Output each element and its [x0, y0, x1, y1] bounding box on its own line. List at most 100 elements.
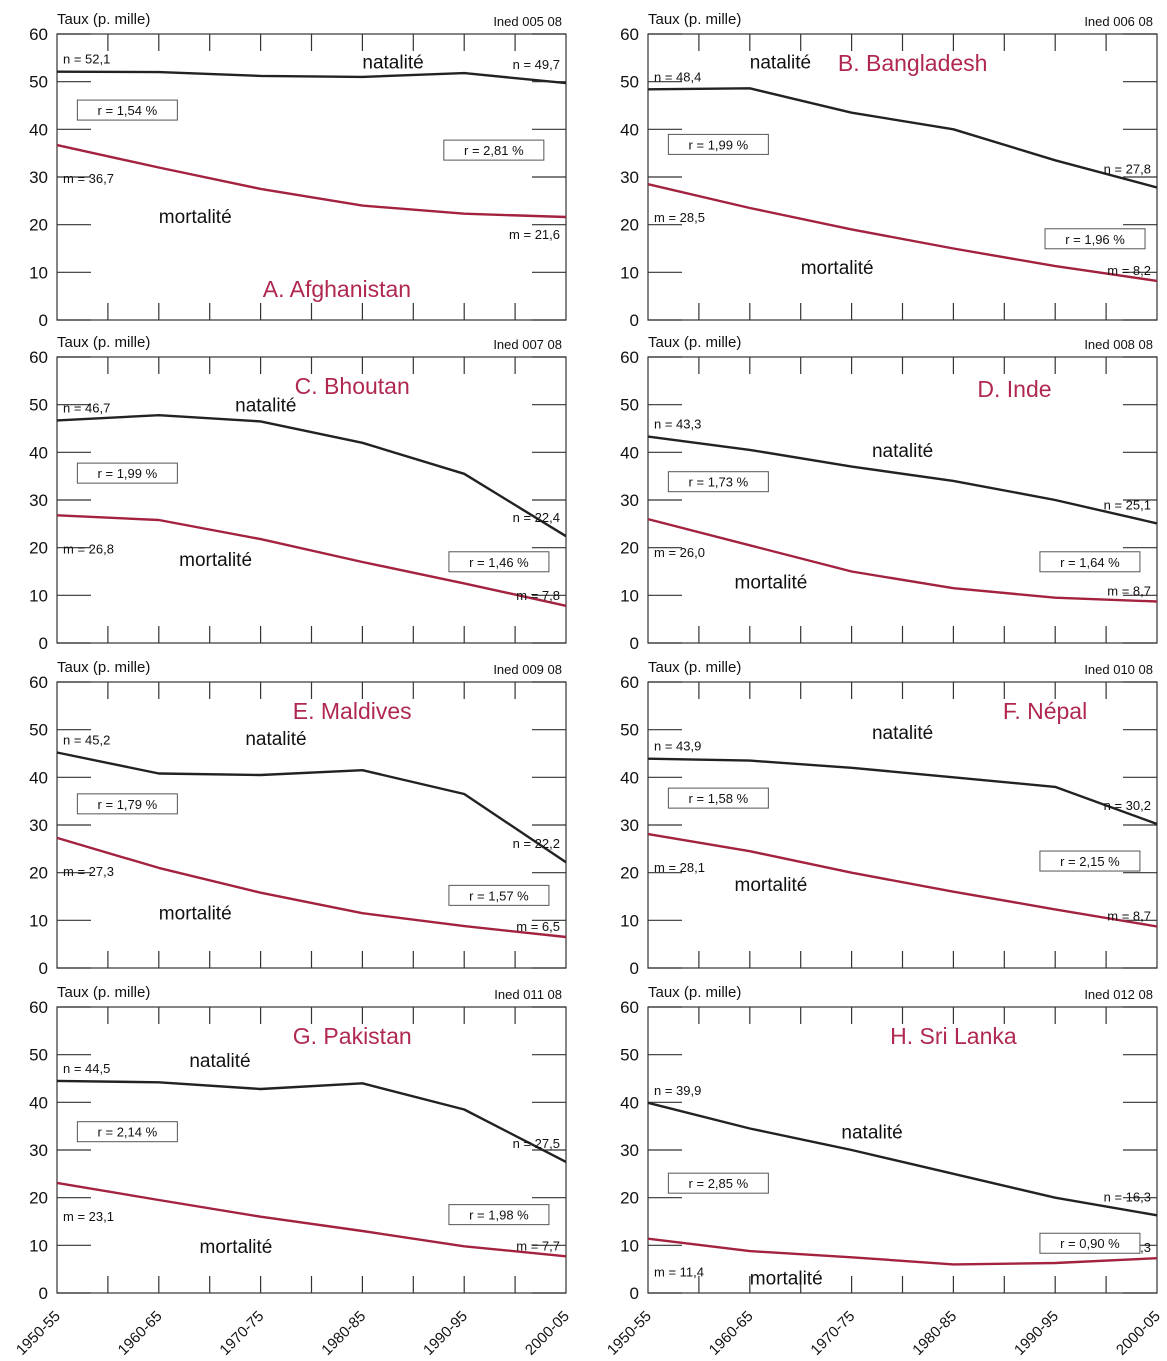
y-tick-label: 20 [620, 864, 639, 883]
rate-box-right: r = 2,15 % [1060, 854, 1120, 869]
y-tick-label: 10 [620, 1236, 639, 1255]
y-tick-label: 50 [29, 1046, 48, 1065]
natalite-line [647, 87, 1158, 189]
natalite-end-value: n = 27,8 [1104, 161, 1151, 176]
y-tick-label: 40 [620, 443, 639, 462]
panel-a: 0 10 20 30 40 50 60 Taux (p. mille) Ined 005 08 A… [29, 11, 567, 330]
plot-frame [647, 33, 1158, 321]
mortalite-line [56, 143, 567, 219]
natalite-line [647, 1101, 1158, 1217]
panel-title: B. Bangladesh [838, 50, 988, 76]
x-category-label: 1960-65 [706, 1308, 757, 1359]
mortalite-line [56, 1181, 567, 1258]
mortalite-end-value: m = 7,7 [516, 1238, 560, 1253]
mortalite-label: mortalité [159, 207, 232, 228]
panel-c: 0 10 20 30 40 50 60 Taux (p. mille) Ined 007 08 C… [29, 334, 567, 653]
natalite-label: natalité [362, 52, 423, 73]
rate-box-left-frame [667, 787, 769, 809]
y-axis-label: Taux (p. mille) [648, 984, 741, 1001]
mortalite-line [647, 832, 1158, 928]
rate-box-left: r = 1,79 % [98, 797, 158, 812]
natalite-label: natalité [872, 441, 933, 462]
rate-box-left: r = 1,99 % [689, 137, 749, 152]
mortalite-line [56, 514, 567, 607]
x-category-label: 1990-95 [1011, 1308, 1062, 1359]
y-tick-label: 40 [620, 768, 639, 787]
x-category-label: 1970-75 [807, 1308, 858, 1359]
y-tick-label: 50 [29, 73, 48, 92]
y-tick-label: 20 [29, 216, 48, 235]
y-tick-label: 0 [39, 311, 48, 330]
rate-box-right-frame [1039, 1232, 1141, 1254]
rate-box-right: r = 1,46 % [469, 555, 529, 570]
x-category-label: 1960-65 [115, 1308, 166, 1359]
x-category-label: 1950-55 [604, 1308, 655, 1359]
source-label: Ined 011 08 [494, 987, 562, 1002]
x-category-label: 1990-95 [420, 1308, 471, 1359]
y-tick-label: 10 [29, 1236, 48, 1255]
x-category-label: 1950-55 [13, 1308, 64, 1359]
y-tick-label: 60 [620, 25, 639, 44]
mortalite-start-value: m = 28,1 [654, 860, 705, 875]
y-tick-label: 50 [620, 73, 639, 92]
natalite-label: natalité [750, 52, 811, 73]
y-tick-label: 20 [29, 864, 48, 883]
natalite-line [647, 757, 1158, 826]
natalite-start-value: n = 48,4 [654, 69, 701, 84]
mortalite-line [647, 1237, 1158, 1266]
y-tick-label: 0 [630, 1284, 639, 1303]
y-tick-label: 60 [620, 998, 639, 1017]
mortalite-end-value: m = 7,8 [516, 588, 560, 603]
mortalite-end-value: m = 21,6 [509, 227, 560, 242]
natalite-label: natalité [189, 1051, 250, 1072]
y-tick-label: 50 [29, 396, 48, 415]
x-category-label: 1980-85 [909, 1308, 960, 1359]
rate-box-right-frame [1039, 551, 1141, 573]
rate-box-left-frame [76, 1121, 178, 1143]
source-label: Ined 007 08 [493, 337, 562, 352]
natalite-end-value: n = 49,7 [513, 57, 560, 72]
y-axis-label: Taux (p. mille) [57, 11, 150, 28]
y-tick-label: 60 [620, 673, 639, 692]
panel-title: G. Pakistan [293, 1023, 412, 1049]
natalite-start-value: n = 43,9 [654, 739, 701, 754]
y-tick-label: 0 [39, 634, 48, 653]
natalite-line [647, 435, 1158, 525]
rate-box-right-frame [1044, 228, 1146, 250]
rate-box-left-frame [76, 793, 178, 815]
mortalite-label: mortalité [801, 258, 874, 279]
mortalite-start-value: m = 26,8 [63, 541, 114, 556]
panel-title: F. Népal [1003, 698, 1087, 724]
mortalite-label: mortalité [750, 1268, 823, 1289]
rate-box-right-frame [448, 1204, 550, 1226]
panel-b: 0 10 20 30 40 50 60 Taux (p. mille) Ined 006 08 B… [620, 11, 1158, 330]
source-label: Ined 005 08 [493, 14, 562, 29]
panel-title: A. Afghanistan [263, 276, 411, 302]
mortalite-label: mortalité [159, 903, 232, 924]
mortalite-end-value: m = 8,7 [1107, 909, 1151, 924]
natalite-label: natalité [235, 395, 296, 416]
rate-box-right-frame [1039, 850, 1141, 872]
source-label: Ined 008 08 [1084, 337, 1153, 352]
panel-f: 0 10 20 30 40 50 60 Taux (p. mille) Ined 010 08 F… [620, 659, 1158, 978]
plot-frame [56, 1006, 567, 1294]
y-axis-label: Taux (p. mille) [648, 334, 741, 351]
mortalite-label: mortalité [735, 573, 808, 594]
y-axis-label: Taux (p. mille) [57, 984, 150, 1001]
rate-box-right: r = 1,57 % [469, 888, 529, 903]
y-tick-label: 60 [620, 348, 639, 367]
y-tick-label: 40 [29, 120, 48, 139]
mortalite-start-value: m = 28,5 [654, 210, 705, 225]
mortalite-label: mortalité [179, 550, 252, 571]
natalite-line [56, 70, 567, 85]
source-label: Ined 009 08 [493, 662, 562, 677]
mortalite-end-value: m = 8,7 [1107, 584, 1151, 599]
y-axis-label: Taux (p. mille) [648, 659, 741, 676]
rate-box-left: r = 1,58 % [689, 791, 749, 806]
natalite-end-value: n = 16,3 [1104, 1189, 1151, 1204]
panel-g: 0 10 20 30 40 50 60 Taux (p. mille) Ined 011 08 G… [29, 984, 567, 1303]
y-tick-label: 30 [29, 816, 48, 835]
natalite-start-value: n = 52,1 [63, 52, 110, 67]
y-tick-label: 40 [620, 120, 639, 139]
rate-box-right-frame [448, 551, 550, 573]
